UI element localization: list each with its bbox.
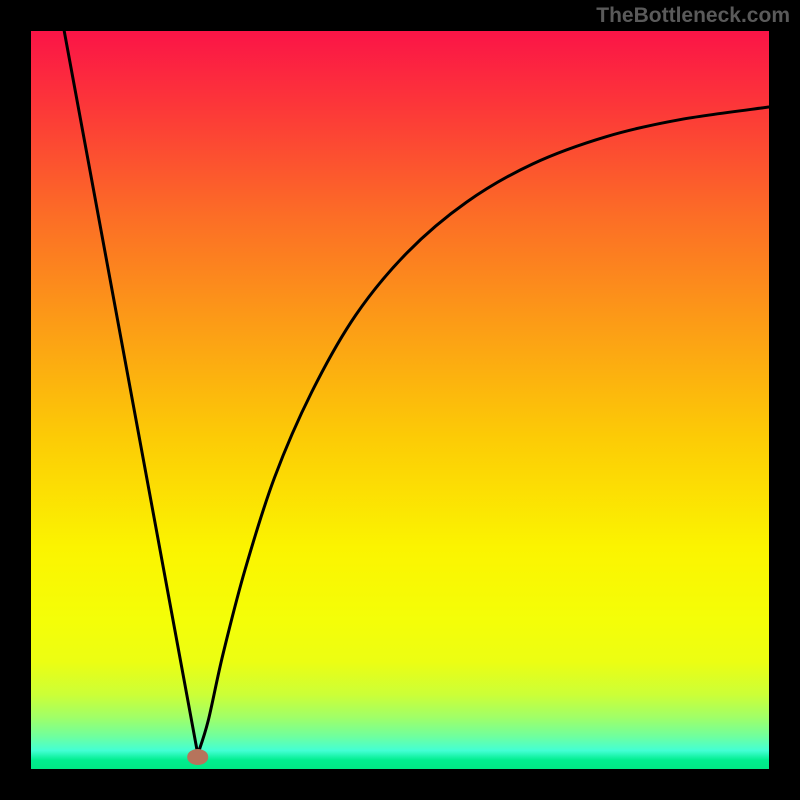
watermark-text: TheBottleneck.com: [596, 4, 790, 28]
optimum-marker: [187, 749, 209, 765]
bottleneck-curve: [31, 31, 769, 769]
plot-area: [31, 31, 769, 769]
chart-canvas: TheBottleneck.com: [0, 0, 800, 800]
